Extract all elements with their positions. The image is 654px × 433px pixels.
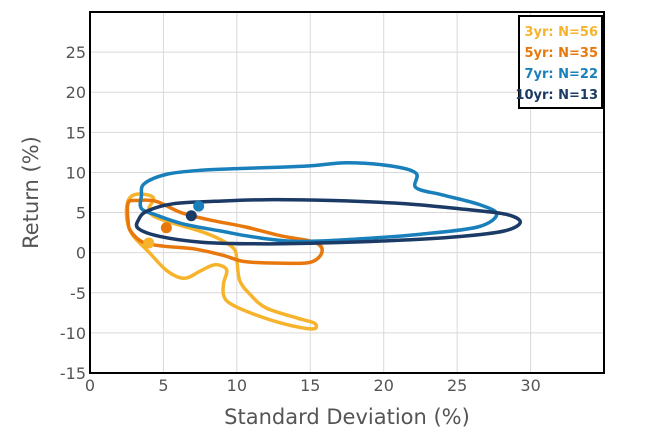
x-tick-label: 25 (447, 376, 467, 395)
y-tick-label: -10 (60, 324, 86, 343)
x-tick-label: 15 (300, 376, 320, 395)
series-3 (134, 197, 523, 246)
y-axis-label: Return (%) (19, 136, 43, 249)
legend-entries: 3yr: N=56 5yr: N=35 7yr: N=22 10yr: N=13 (515, 25, 598, 103)
x-tick-label: 20 (374, 376, 394, 395)
series-contour (138, 161, 499, 244)
series-contour (124, 192, 319, 331)
legend: 3yr: N=56 5yr: N=35 7yr: N=22 10yr: N=13 (515, 15, 603, 109)
series-point (193, 200, 205, 212)
y-tick-label: 5 (76, 204, 86, 223)
y-tick-label: 0 (76, 244, 86, 263)
y-tick-label: 10 (66, 163, 86, 182)
legend-box (518, 15, 603, 109)
y-tick-label: 15 (66, 123, 86, 142)
plot-frame (89, 11, 605, 374)
y-tick-label: -15 (60, 364, 86, 383)
series-2 (138, 161, 499, 244)
tick-labels: 0 5 10 15 20 25 30 -15 -10 -5 0 5 10 15 20 25 (60, 43, 541, 395)
series-point (143, 237, 155, 249)
series-point (185, 210, 197, 222)
x-tick-label: 0 (85, 376, 95, 395)
legend-entry: 7yr: N=22 (524, 67, 598, 82)
x-tick-label: 10 (227, 376, 247, 395)
y-tick-label: 20 (66, 83, 86, 102)
series-1 (125, 198, 324, 266)
legend-entry: 10yr: N=13 (515, 88, 598, 103)
legend-entry: 3yr: N=56 (524, 25, 598, 40)
y-tick-label: 25 (66, 43, 86, 62)
series-layer (124, 161, 523, 331)
y-tick-label: -5 (70, 284, 86, 303)
series-contour (134, 197, 523, 246)
grid (89, 12, 604, 374)
legend-entry: 5yr: N=35 (524, 46, 598, 61)
series-0 (124, 192, 319, 331)
x-tick-label: 5 (158, 376, 168, 395)
series-point (160, 222, 172, 234)
x-axis-label: Standard Deviation (%) (224, 405, 470, 429)
series-contour (125, 198, 324, 266)
x-tick-label: 30 (520, 376, 540, 395)
